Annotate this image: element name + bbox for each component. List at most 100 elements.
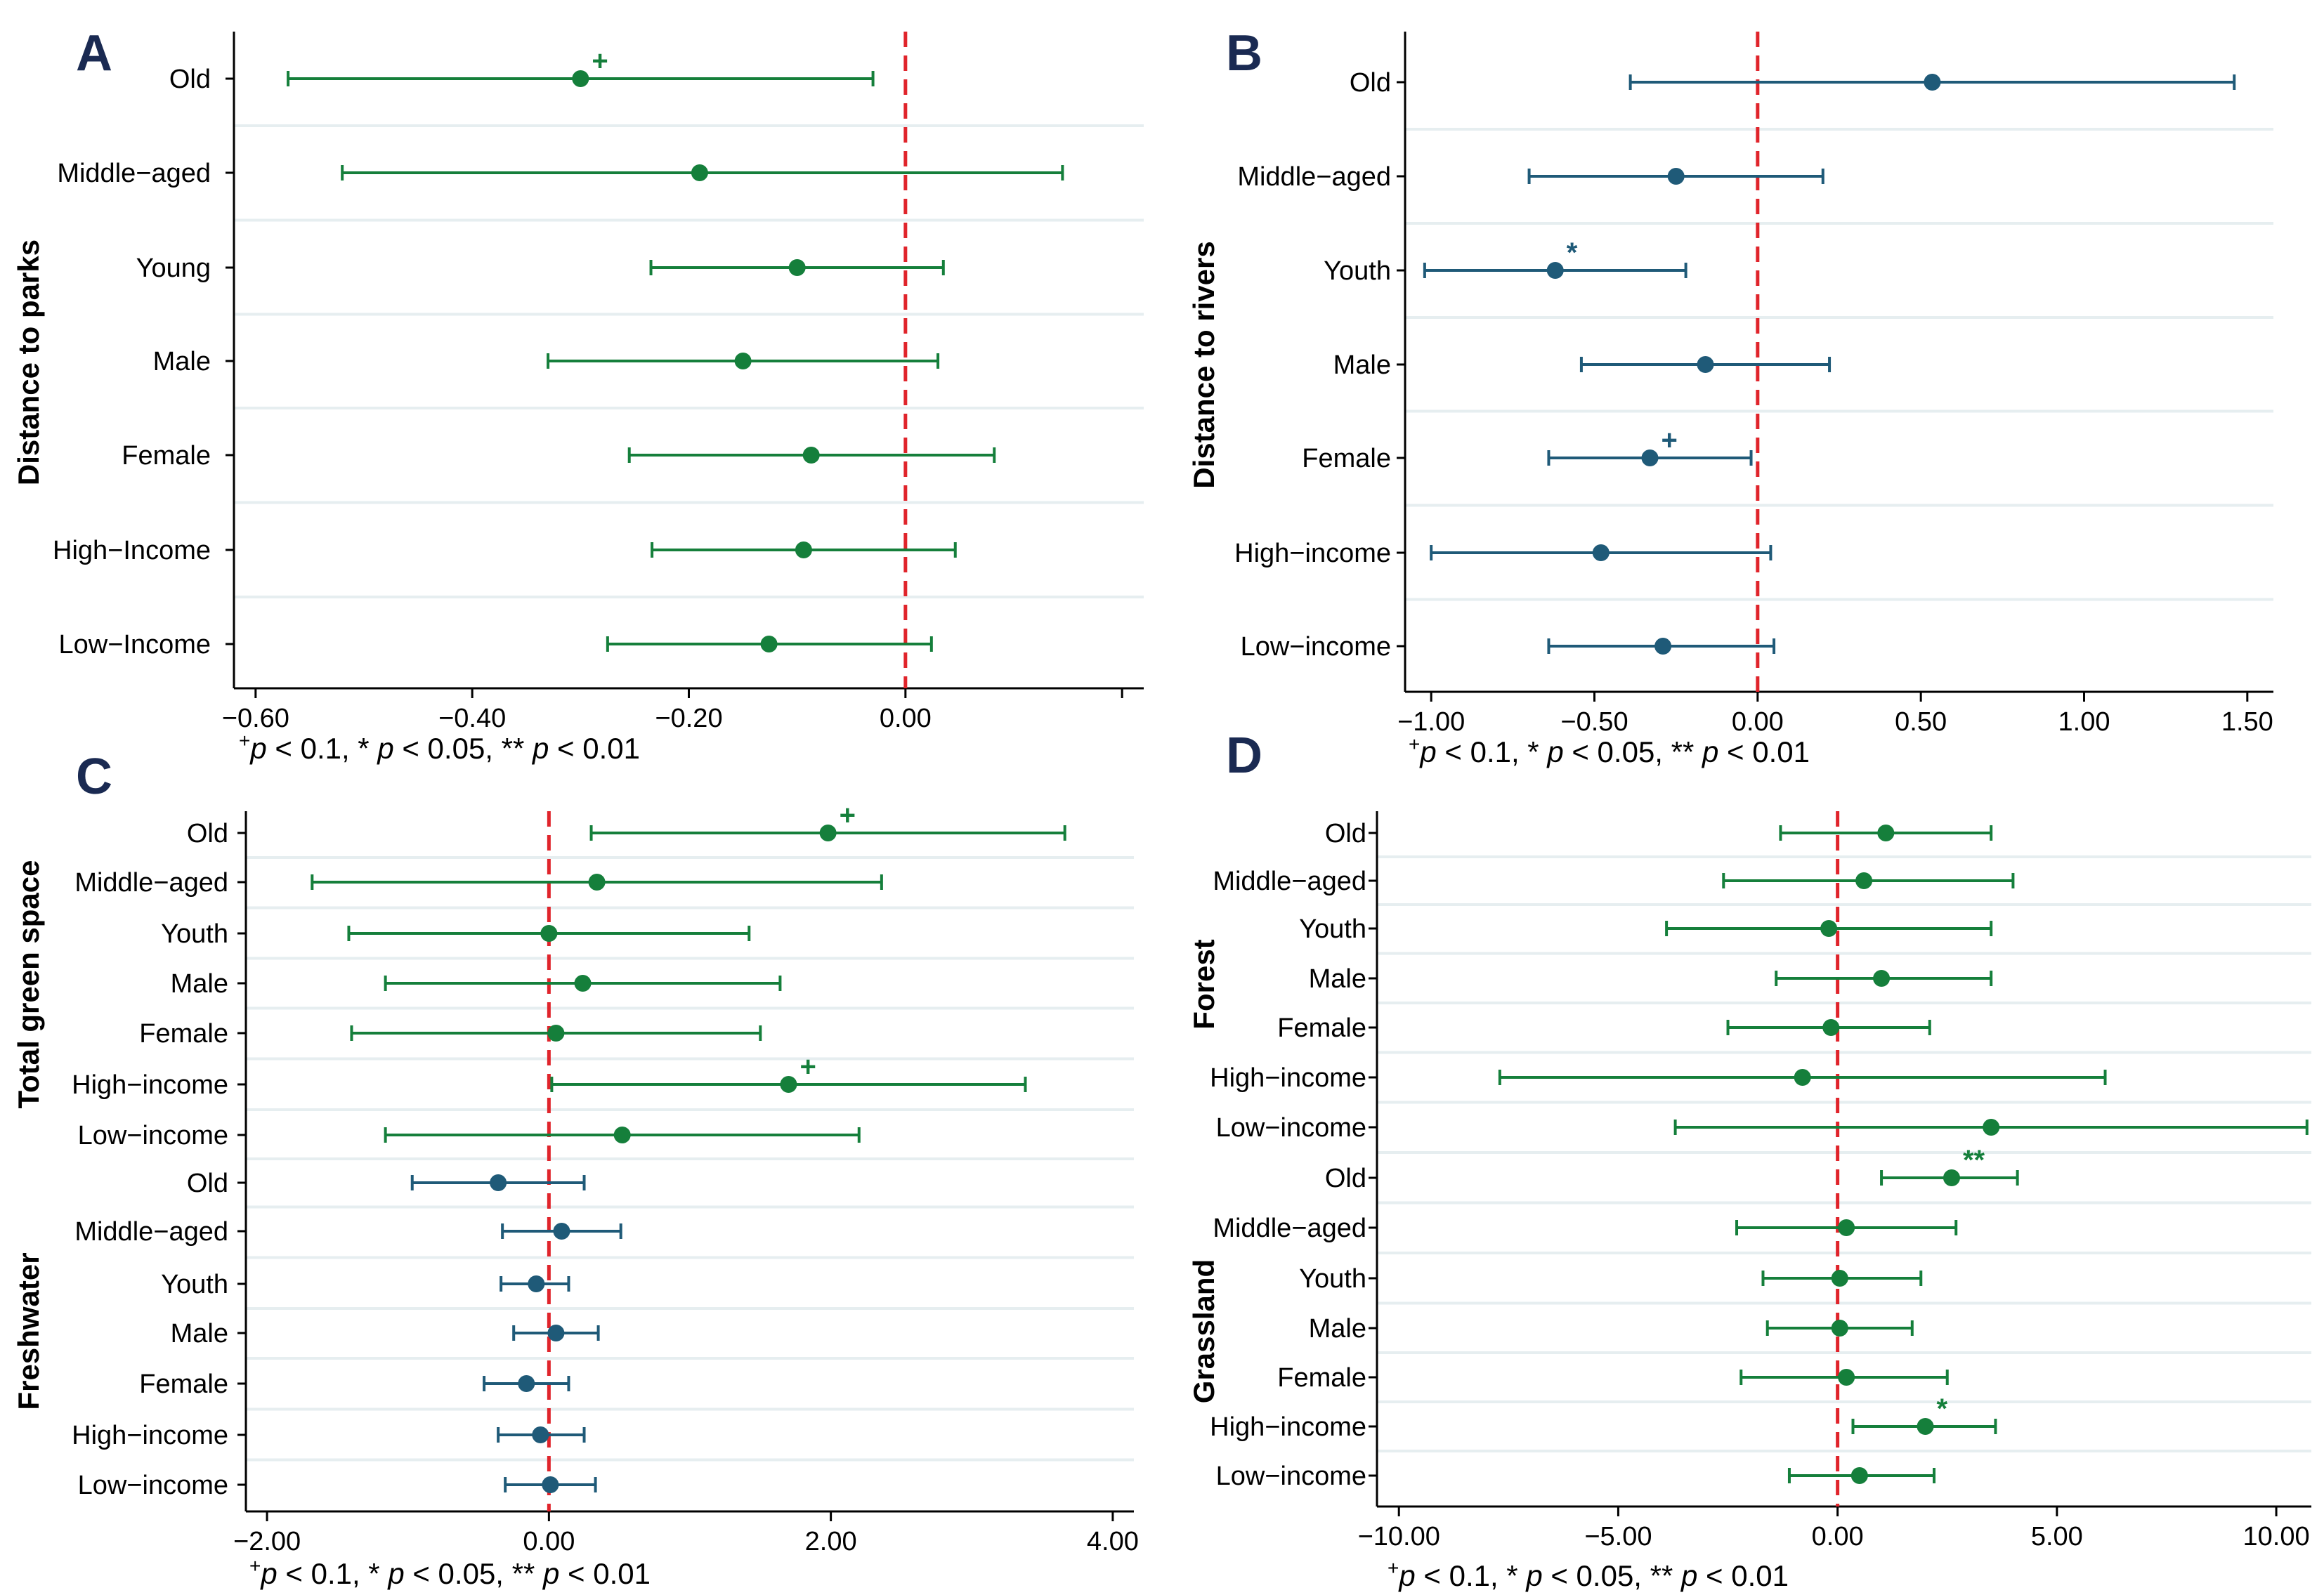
x-tick-label: −0.50	[1560, 707, 1628, 737]
x-tick-label: 0.00	[523, 1527, 575, 1556]
footnote-part: < 0.01	[1718, 735, 1810, 768]
category-label: Female	[1277, 1013, 1366, 1043]
y-axis-label: Forest	[1187, 939, 1220, 1029]
significance-footnote: +p < 0.1, * p < 0.05, ** p < 0.01	[239, 730, 640, 765]
category-label: Middle−aged	[57, 159, 211, 188]
footnote-part: p	[376, 732, 393, 765]
category-label: Male	[171, 969, 228, 999]
footnote-part: p	[259, 1557, 277, 1590]
category-label: High−Income	[53, 536, 211, 565]
point-estimate	[1697, 356, 1714, 373]
panel-letter: C	[76, 749, 112, 805]
category-label: Low−income	[78, 1121, 228, 1150]
point-estimate	[780, 1076, 797, 1093]
point-estimate	[540, 925, 558, 942]
panel-c: C −2.00 0.00 2.00 4.00 Total green space Old + M…	[12, 749, 1139, 1590]
category-label: Male	[1333, 350, 1391, 380]
significance-footnote: +p < 0.1, * p < 0.05, ** p < 0.01	[1388, 1557, 1789, 1592]
category-label: Youth	[1299, 1264, 1366, 1294]
category-label: Female	[139, 1370, 228, 1399]
category-label: High−income	[1210, 1063, 1366, 1093]
point-estimate	[1654, 638, 1672, 655]
footnote-part: p	[249, 732, 266, 765]
category-label: Middle−aged	[1213, 1214, 1366, 1243]
y-axis-label: Distance to parks	[12, 239, 45, 485]
category-label: Old	[1325, 1164, 1366, 1193]
footnote-part: < 0.01	[549, 732, 640, 765]
footnote-part: < 0.01	[559, 1557, 651, 1590]
point-estimate	[613, 1127, 631, 1143]
significance-marker: *	[1567, 237, 1578, 268]
point-estimate	[1831, 1270, 1848, 1287]
category-label: High−income	[72, 1070, 228, 1100]
footnote-part: < 0.05, **	[394, 732, 533, 765]
footnote-part: < 0.1, *	[267, 732, 378, 765]
category-label: Old	[1350, 68, 1391, 98]
category-label: High−income	[1234, 539, 1391, 568]
category-label: High−income	[1210, 1412, 1366, 1442]
footnote-part: p	[1546, 735, 1563, 768]
category-label: Young	[136, 254, 211, 283]
point-estimate	[1983, 1119, 2000, 1136]
point-estimate	[1917, 1418, 1934, 1435]
y-axis-label: Grassland	[1187, 1259, 1220, 1403]
point-estimate	[1794, 1069, 1811, 1086]
x-tick-label: 5.00	[2031, 1522, 2083, 1551]
footnote-part: < 0.05, **	[405, 1557, 543, 1590]
point-estimate	[1592, 544, 1610, 561]
point-estimate	[1838, 1219, 1855, 1236]
category-label: Youth	[161, 919, 228, 949]
x-tick-label: −0.20	[655, 704, 722, 733]
x-tick-label: 0.50	[1895, 707, 1947, 737]
x-tick-label: 1.50	[2221, 707, 2273, 737]
category-label: Male	[171, 1319, 228, 1348]
category-label: Middle−aged	[1213, 867, 1366, 896]
point-estimate	[547, 1325, 565, 1341]
significance-marker: +	[592, 46, 608, 77]
category-label: Youth	[1299, 914, 1366, 944]
footnote-part: p	[1418, 735, 1436, 768]
panel-letter: A	[76, 25, 112, 81]
y-axis-label: Distance to rivers	[1187, 241, 1220, 489]
category-label: Youth	[1324, 256, 1391, 286]
point-estimate	[542, 1476, 559, 1493]
point-estimate	[1873, 970, 1891, 987]
footnote-part: p	[542, 1557, 559, 1590]
footnote-part: +	[1388, 1557, 1399, 1579]
footnote-part: < 0.05, **	[1543, 1559, 1681, 1592]
x-tick-label: 0.00	[1732, 707, 1784, 737]
point-estimate	[588, 874, 606, 891]
footnote-part: +	[239, 730, 250, 751]
point-estimate	[1924, 74, 1941, 91]
point-estimate	[1641, 449, 1659, 466]
y-axis-label: Freshwater	[12, 1252, 45, 1410]
category-label: Middle−aged	[74, 868, 228, 898]
point-estimate	[528, 1275, 545, 1292]
panel-d: D −10.00 −5.00 0.00 5.00 10.00 Forest Old Middle…	[1187, 728, 2311, 1592]
significance-marker: +	[799, 1051, 816, 1082]
x-tick-label: 0.00	[1812, 1522, 1864, 1551]
category-label: Middle−aged	[74, 1217, 228, 1247]
point-estimate	[1822, 1019, 1840, 1036]
category-label: Low−income	[1216, 1113, 1366, 1143]
footnote-part: < 0.1, *	[278, 1557, 389, 1590]
category-label: Low−income	[1216, 1462, 1366, 1491]
footnote-part: < 0.1, *	[1437, 735, 1548, 768]
category-label: Male	[153, 347, 211, 376]
point-estimate	[691, 164, 708, 181]
footnote-part: < 0.05, **	[1564, 735, 1702, 768]
significance-footnote: +p < 0.1, * p < 0.05, ** p < 0.01	[249, 1555, 651, 1590]
significance-marker: **	[1963, 1145, 1985, 1176]
significance-marker: *	[1937, 1393, 1948, 1424]
point-estimate	[1943, 1169, 1960, 1186]
category-label: Old	[187, 1169, 228, 1198]
category-label: Old	[187, 819, 228, 848]
footnote-part: p	[1397, 1559, 1415, 1592]
category-label: Old	[169, 65, 211, 94]
point-estimate	[734, 353, 752, 369]
panel-b: B −1.00 −0.50 0.00 0.50 1.00 1.50 Distance to r…	[1187, 25, 2273, 768]
point-estimate	[1850, 1467, 1868, 1484]
category-label: Low−income	[1241, 632, 1391, 662]
category-label: Female	[1277, 1363, 1366, 1393]
point-estimate	[795, 541, 812, 558]
